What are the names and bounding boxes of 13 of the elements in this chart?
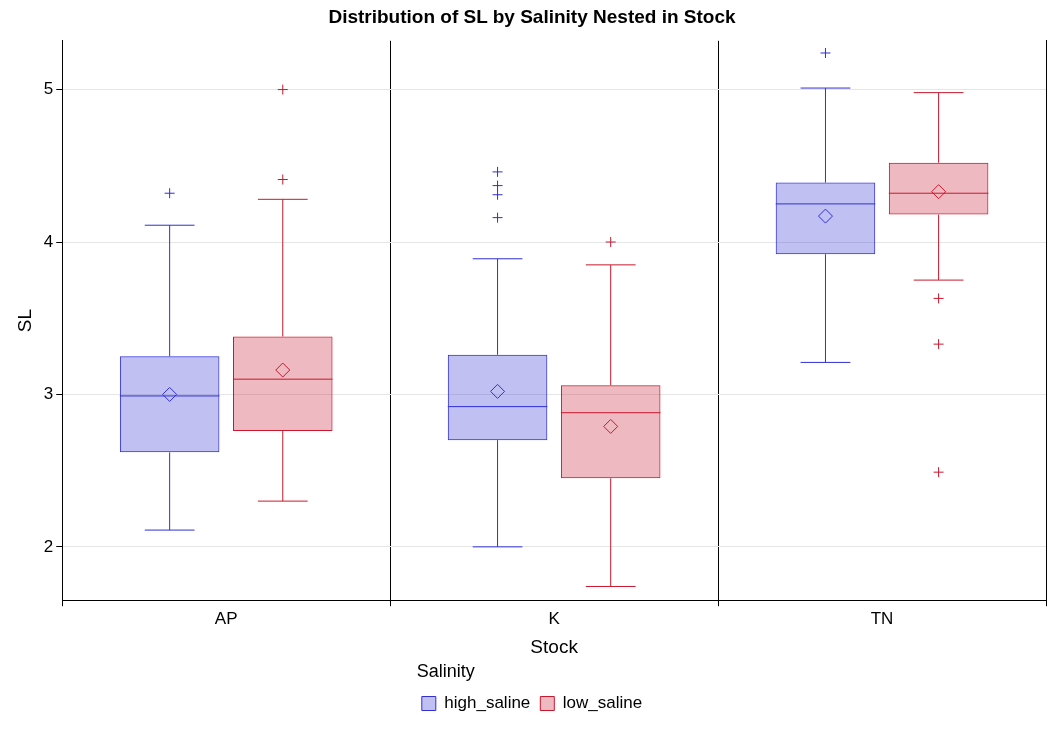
legend-label: low_saline: [562, 693, 643, 713]
x-tick-label: K: [548, 609, 561, 629]
y-tick-label: 3: [43, 384, 54, 404]
legend-title: Salinity: [416, 661, 475, 682]
y-tick-label: 5: [43, 79, 54, 99]
y-axis-title: SL: [13, 308, 35, 333]
y-tick-label: 2: [43, 536, 54, 556]
chart-title: Distribution of SL by Salinity Nested in Stock: [328, 5, 736, 27]
x-tick-label: AP: [214, 609, 238, 629]
x-axis-title: Stock: [530, 636, 579, 658]
legend-label: high_saline: [444, 693, 531, 713]
x-tick-label: TN: [870, 609, 894, 629]
y-tick-label: 4: [43, 231, 54, 251]
